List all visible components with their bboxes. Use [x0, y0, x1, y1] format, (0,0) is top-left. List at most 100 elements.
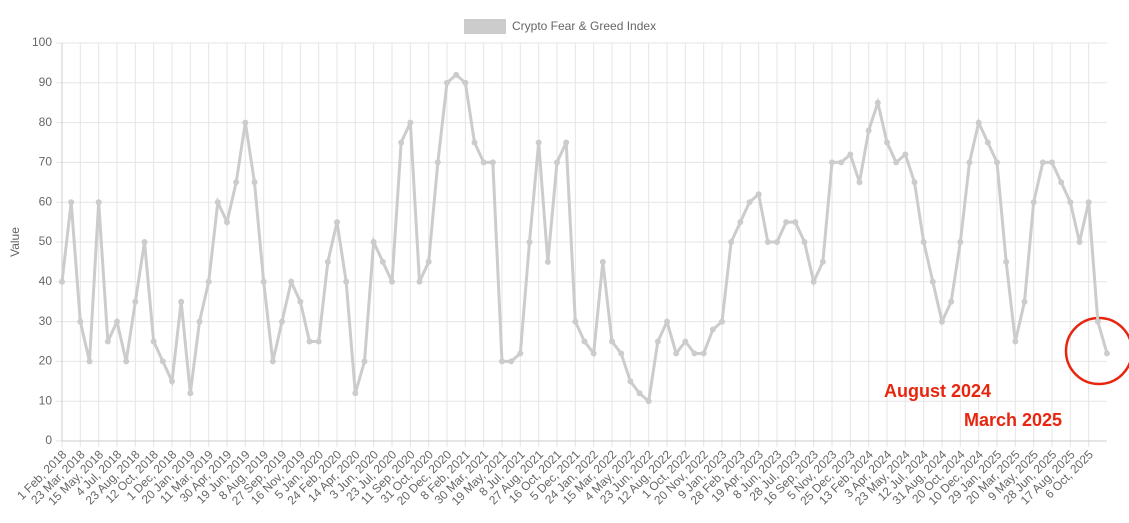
data-point: [1039, 159, 1046, 166]
data-point: [792, 219, 799, 226]
y-tick-label: 20: [39, 354, 53, 368]
data-point: [1030, 199, 1037, 206]
data-point: [737, 219, 744, 226]
data-point: [535, 139, 542, 146]
data-point: [975, 119, 982, 126]
data-point: [911, 179, 918, 186]
series-line: [60, 72, 1109, 405]
y-tick-label: 0: [45, 433, 52, 447]
data-point: [966, 159, 973, 166]
data-point: [691, 350, 698, 357]
data-point: [664, 318, 670, 325]
data-point: [242, 119, 249, 126]
data-point: [874, 99, 881, 106]
data-point: [572, 318, 579, 325]
data-point: [939, 318, 945, 325]
data-point: [205, 278, 212, 285]
data-point: [68, 199, 75, 206]
annotation: August 2024: [884, 381, 991, 401]
data-point: [462, 79, 469, 86]
data-point: [1021, 298, 1028, 305]
data-point: [609, 338, 615, 345]
data-point: [783, 219, 790, 226]
data-point: [801, 239, 808, 245]
data-point: [563, 139, 570, 146]
data-point: [719, 318, 725, 325]
data-point: [398, 139, 405, 146]
data-point: [59, 278, 65, 285]
data-point: [893, 159, 900, 166]
data-point: [654, 338, 661, 345]
data-point: [260, 278, 267, 285]
data-point: [517, 350, 524, 357]
data-point: [929, 278, 936, 285]
data-point: [425, 258, 432, 265]
data-point: [884, 139, 890, 146]
data-point: [224, 219, 230, 226]
data-point: [187, 390, 194, 397]
data-point: [334, 219, 340, 226]
data-point: [196, 318, 203, 325]
data-point: [86, 358, 93, 365]
data-point: [104, 338, 111, 345]
data-point: [77, 318, 84, 325]
data-point: [508, 358, 515, 365]
data-point: [819, 258, 826, 265]
data-point: [453, 71, 460, 78]
data-point: [682, 338, 689, 345]
data-point: [434, 159, 441, 166]
data-point: [288, 278, 295, 285]
data-point: [233, 179, 240, 186]
data-point: [361, 358, 368, 365]
data-point: [764, 239, 771, 245]
data-point: [1076, 239, 1083, 245]
data-point: [251, 179, 258, 186]
data-point: [984, 139, 991, 146]
data-point: [370, 239, 377, 245]
y-tick-label: 90: [39, 75, 53, 89]
data-point: [178, 298, 185, 305]
data-point: [700, 350, 707, 357]
y-tick-label: 40: [39, 274, 53, 288]
data-point: [902, 151, 909, 158]
data-point: [416, 278, 423, 285]
data-point: [444, 79, 450, 86]
data-point: [1067, 199, 1074, 206]
data-point: [994, 159, 1000, 166]
data-point: [123, 358, 130, 365]
data-point: [214, 199, 221, 206]
data-point: [297, 298, 304, 305]
data-point: [627, 378, 634, 385]
data-point: [673, 350, 680, 357]
data-point: [746, 199, 753, 206]
data-point: [343, 278, 350, 285]
data-point: [407, 119, 414, 126]
data-point: [141, 239, 148, 245]
data-point: [1012, 338, 1019, 345]
annotation: March 2025: [964, 410, 1062, 430]
legend-label: Crypto Fear & Greed Index: [512, 19, 656, 33]
data-point: [599, 258, 606, 265]
data-point: [315, 338, 322, 345]
data-point: [159, 358, 166, 365]
data-point: [636, 390, 643, 397]
data-point: [1003, 258, 1010, 265]
data-point: [379, 258, 386, 265]
data-point: [1085, 199, 1092, 206]
data-point: [306, 338, 313, 345]
data-point: [1049, 159, 1055, 166]
data-point: [829, 159, 835, 166]
data-point: [581, 338, 588, 345]
data-point: [279, 318, 285, 325]
data-point: [114, 318, 120, 325]
data-point: [471, 139, 478, 146]
data-point: [544, 258, 551, 265]
data-point: [554, 159, 560, 166]
y-tick-label: 10: [39, 393, 53, 407]
data-point: [590, 350, 597, 357]
data-point: [1094, 318, 1101, 325]
data-point: [948, 298, 955, 305]
data-point: [95, 199, 102, 206]
y-axis-title: Value: [8, 227, 22, 257]
